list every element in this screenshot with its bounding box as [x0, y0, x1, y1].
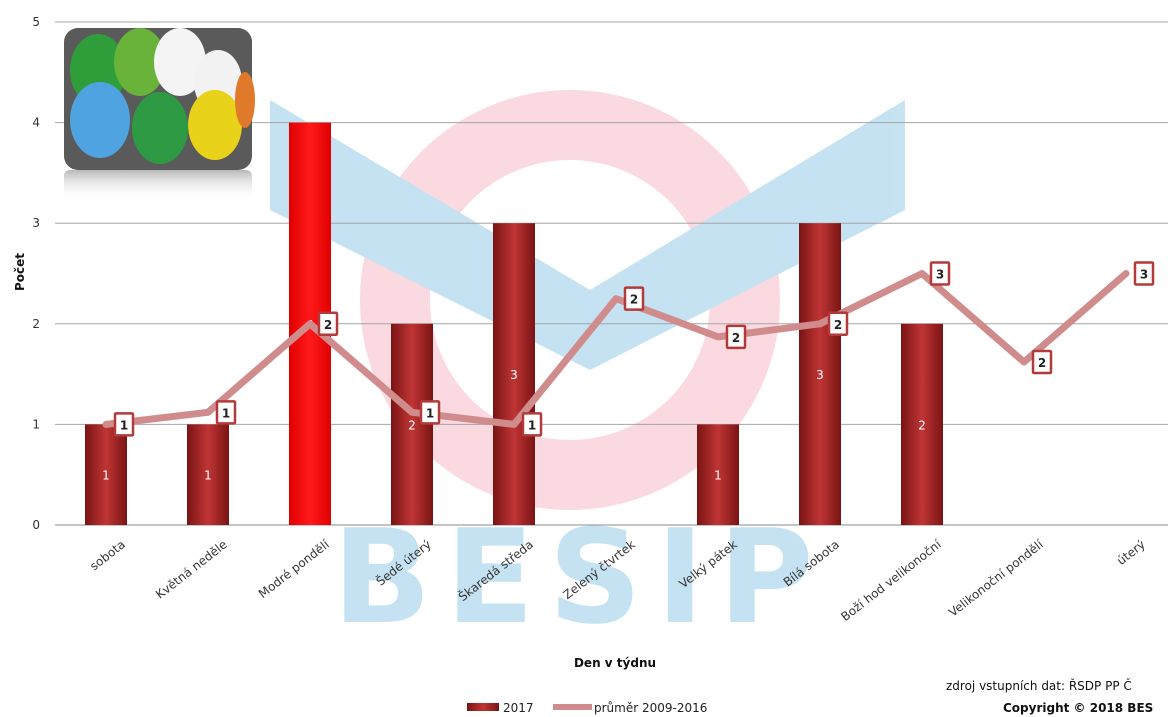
line-point-marker — [929, 261, 951, 286]
x-tick-label: Modré pondělí — [256, 537, 332, 601]
bar-value-label: 3 — [816, 368, 824, 382]
footer-source: zdroj vstupních dat: ŘSDP PP Č — [946, 678, 1132, 693]
bar-value-label: 1 — [714, 469, 722, 483]
line-point-marker — [215, 400, 237, 425]
legend-label-prumer: průměr 2009-2016 — [594, 701, 707, 715]
line-point-label: 1 — [222, 406, 230, 420]
y-tick-label: 5 — [32, 15, 40, 29]
x-tick-label: Boží hod velikonoční — [838, 537, 944, 624]
y-tick-label: 4 — [32, 116, 40, 130]
line-point-marker — [521, 412, 543, 437]
line-point-label: 2 — [1038, 356, 1046, 370]
bar — [187, 424, 229, 525]
easter-eggs-photo — [64, 28, 255, 200]
line-point-marker — [1031, 349, 1053, 375]
series-line — [102, 270, 1130, 428]
line-point-label: 2 — [834, 318, 842, 332]
x-tick-label: Velikonoční pondělí — [946, 537, 1046, 620]
y-axis-title: Počet — [13, 253, 27, 291]
y-tick-label: 1 — [32, 417, 40, 431]
line-point-label: 2 — [630, 293, 638, 307]
legend-swatch-bar — [467, 703, 499, 711]
y-tick-label: 3 — [32, 216, 40, 230]
line-point-label: 3 — [936, 268, 944, 282]
line-point-marker — [725, 324, 747, 350]
line-point-marker — [419, 400, 441, 425]
bar — [85, 424, 127, 525]
legend: 2017 průměr 2009-2016 — [467, 701, 707, 715]
line-point-label: 2 — [324, 318, 332, 332]
line-point-label: 1 — [120, 418, 128, 432]
line-point-marker — [1133, 261, 1155, 286]
bar-value-label: 2 — [918, 418, 926, 432]
line-point-marker — [113, 412, 135, 437]
bar — [901, 323, 943, 525]
line-point-marker — [317, 311, 339, 337]
y-tick-labels: 0 1 2 3 4 5 — [32, 15, 40, 532]
bar — [799, 223, 841, 525]
line-point-label: 1 — [426, 406, 434, 420]
bar-value-label: 1 — [204, 469, 212, 483]
footer-copyright: Copyright © 2018 BES — [1003, 701, 1153, 715]
bar-value-label: 1 — [102, 469, 110, 483]
x-axis-title: Den v týdnu — [574, 656, 656, 670]
x-tick-label: Květná neděle — [153, 537, 230, 601]
bar-value-label: 2 — [408, 418, 416, 432]
y-tick-label: 2 — [32, 317, 40, 331]
legend-label-2017: 2017 — [503, 701, 534, 715]
bar — [493, 223, 535, 525]
watermark-text: BESIP — [332, 501, 827, 653]
watermark-logo: BESIP — [270, 90, 905, 653]
line-point-marker — [827, 311, 849, 337]
y-tick-label: 0 — [32, 518, 40, 532]
bar — [697, 424, 739, 525]
x-tick-label: úterý — [1114, 537, 1148, 568]
line-point-label: 1 — [528, 418, 536, 432]
bar-value-label: 3 — [510, 368, 518, 382]
line-point-marker — [623, 286, 645, 311]
line-point-label: 3 — [1140, 268, 1148, 282]
x-tick-label: sobota — [87, 537, 128, 573]
line-point-label: 2 — [732, 331, 740, 345]
